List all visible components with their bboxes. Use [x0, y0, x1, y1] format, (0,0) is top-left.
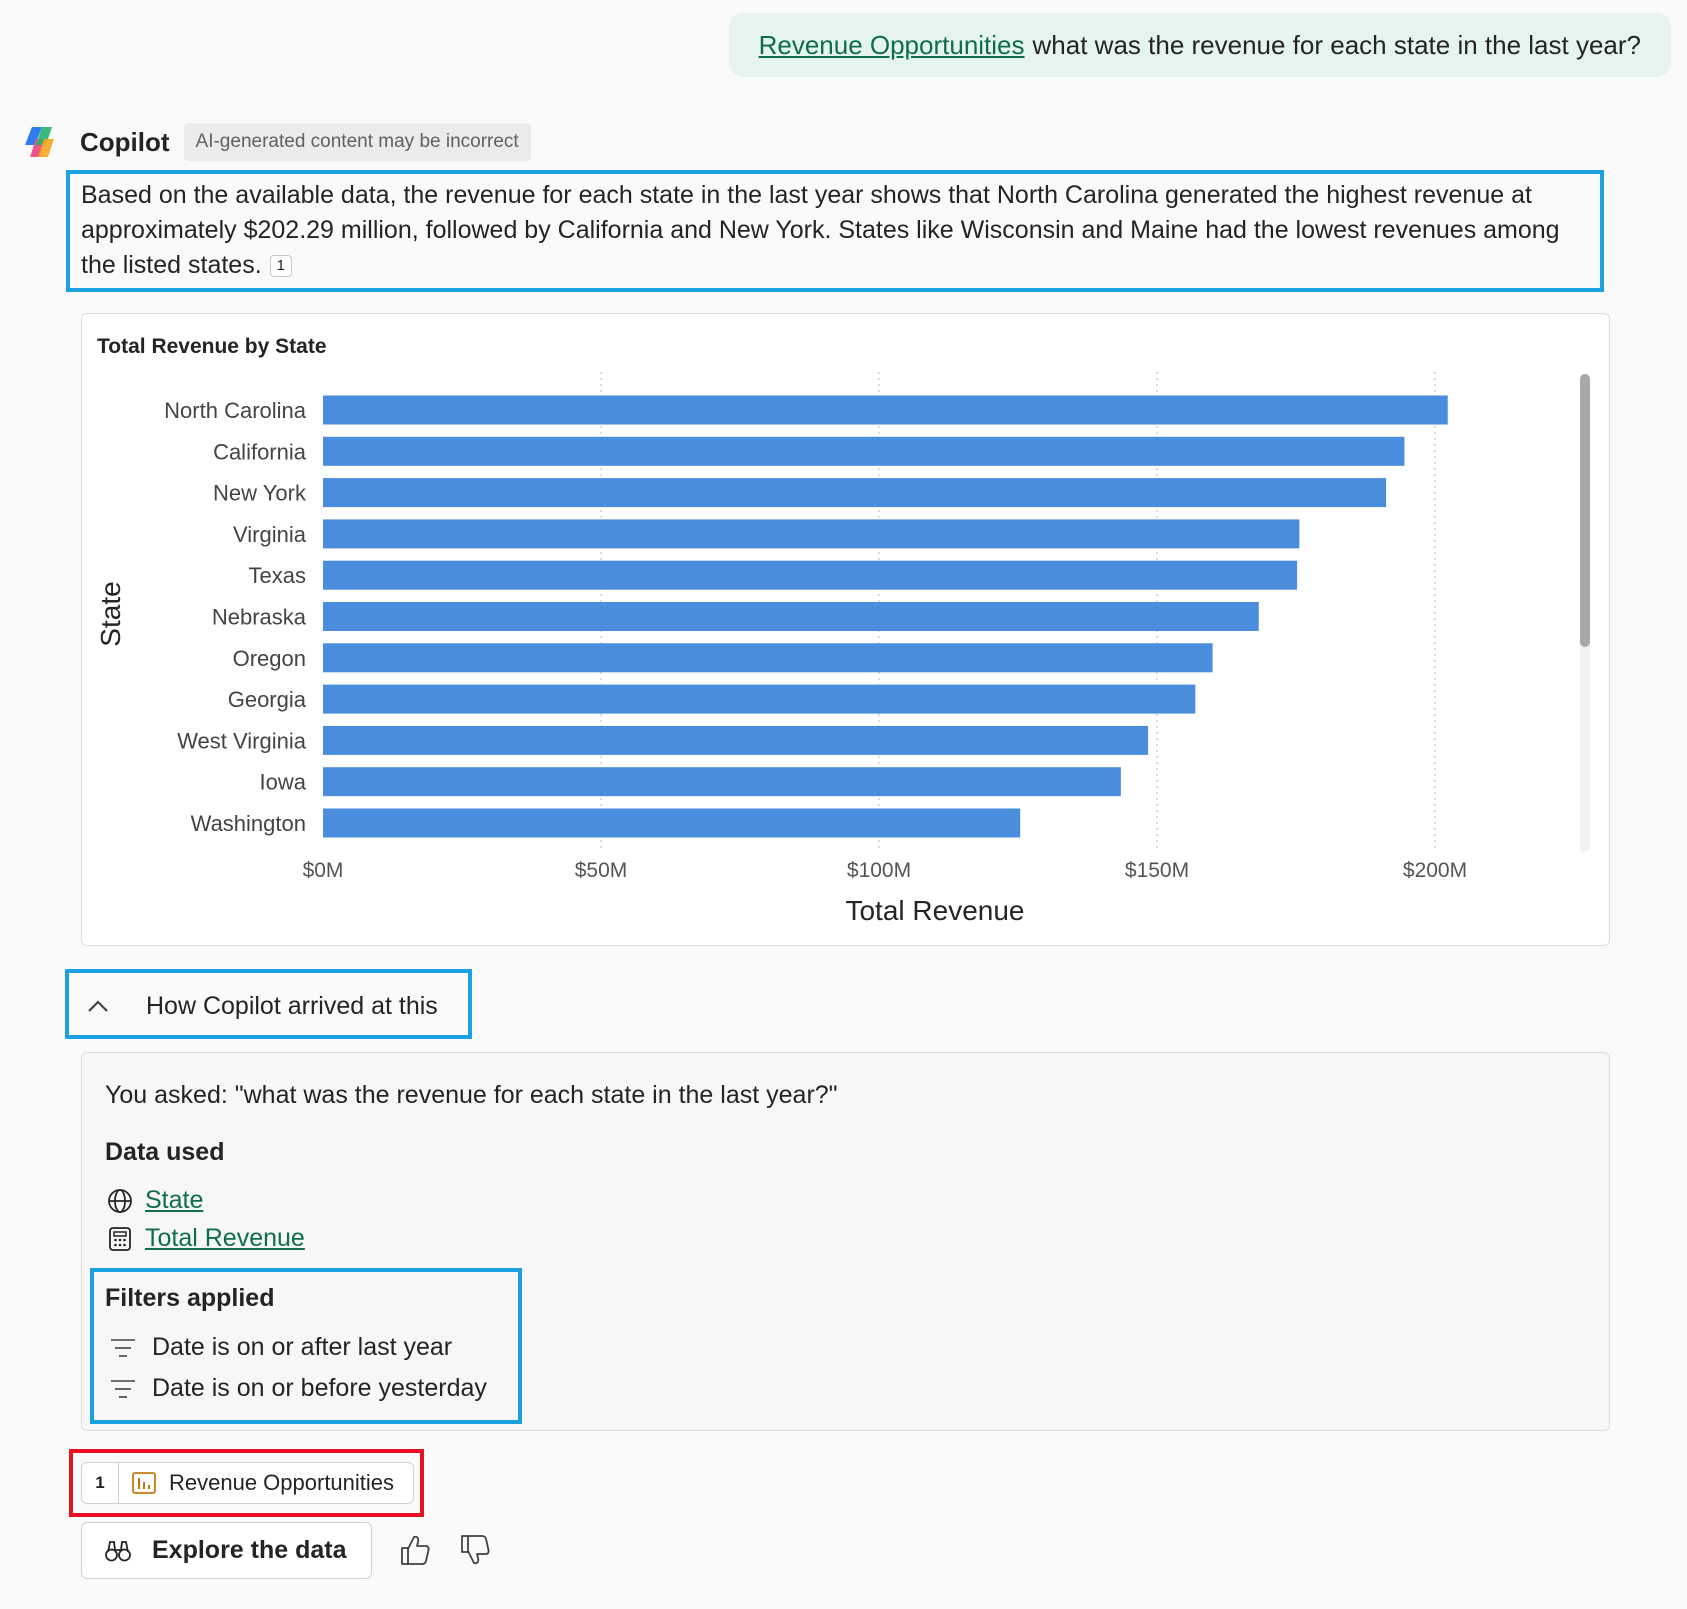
filter-lines-icon: [111, 1379, 135, 1398]
binoculars-icon: [105, 1540, 131, 1561]
calculator-icon: [109, 1226, 131, 1251]
explore-data-label: Explore the data: [152, 1536, 347, 1564]
ai-disclaimer-badge: AI-generated content may be incorrect: [183, 123, 531, 161]
report-icon: [132, 1472, 156, 1494]
data-used-item-state: State: [107, 1186, 203, 1215]
bar: [323, 478, 1387, 508]
user-message-bubble: Revenue Opportunities what was the reven…: [728, 13, 1671, 77]
how-toggle-highlight-box: [65, 969, 472, 1039]
bar: [323, 519, 1300, 549]
filters-applied-title: Filters applied: [105, 1284, 275, 1312]
citation-badge[interactable]: 1: [269, 255, 292, 277]
copilot-header: Copilot AI-generated content may be inco…: [20, 123, 531, 161]
user-message-text: what was the revenue for each state in t…: [1032, 29, 1641, 60]
details-card: You asked: "what was the revenue for eac…: [81, 1052, 1610, 1431]
how-copilot-toggle[interactable]: How Copilot arrived at this: [70, 975, 470, 1037]
chart-title: Total Revenue by State: [97, 335, 327, 358]
source-reference-chip[interactable]: 1 Revenue Opportunities: [81, 1462, 414, 1504]
y-tick-label: Nebraska: [212, 605, 307, 630]
source-number: 1: [82, 1463, 119, 1503]
x-tick-label: $100M: [847, 859, 911, 882]
y-tick-label: Iowa: [260, 770, 307, 795]
y-tick-label: California: [213, 439, 307, 464]
y-tick-label: Oregon: [233, 646, 306, 671]
bar: [323, 395, 1448, 425]
thumbs-up-icon[interactable]: [399, 1533, 431, 1567]
chart-card: Total Revenue by State North Carolina Cali…: [81, 313, 1610, 946]
data-used-item-total-revenue: Total Revenue: [107, 1224, 305, 1253]
bar: [323, 808, 1021, 838]
y-tick-label: Virginia: [233, 522, 307, 547]
x-tick-label: $0M: [303, 859, 344, 882]
y-tick-label: Washington: [191, 811, 306, 836]
answer-body: Based on the available data, the revenue…: [81, 181, 1560, 279]
filter-label: Date is on or before yesterday: [152, 1374, 487, 1402]
x-axis-title: Total Revenue: [845, 895, 1024, 926]
answer-text: Based on the available data, the revenue…: [81, 178, 1601, 283]
chevron-up-icon: [70, 999, 126, 1013]
chart-scrollbar[interactable]: [1580, 374, 1590, 852]
filters-highlight-box: [90, 1268, 522, 1424]
user-message-link[interactable]: Revenue Opportunities: [758, 29, 1025, 60]
bar: [323, 725, 1149, 755]
x-tick-label: $150M: [1125, 859, 1189, 882]
y-tick-label: Georgia: [228, 687, 307, 712]
data-used-link-state[interactable]: State: [145, 1186, 204, 1214]
answer-highlight-box: [66, 170, 1604, 292]
copilot-logo-icon: [25, 127, 54, 157]
y-tick-label: New York: [213, 481, 307, 506]
copilot-name: Copilot: [80, 126, 170, 157]
y-tick-label: Texas: [249, 563, 306, 588]
filter-item: Date is on or before yesterday: [110, 1374, 487, 1403]
bar: [323, 560, 1298, 590]
revenue-bar-chart: Total Revenue by State North Carolina Cali…: [95, 335, 1467, 926]
asked-question: You asked: "what was the revenue for eac…: [105, 1081, 838, 1109]
bar: [323, 767, 1121, 797]
bar: [323, 436, 1405, 466]
y-tick-label: North Carolina: [164, 398, 307, 423]
filter-lines-icon: [111, 1338, 135, 1357]
x-tick-label: $50M: [575, 859, 628, 882]
source-highlight-box: [69, 1449, 424, 1517]
x-tick-label: $200M: [1403, 859, 1467, 882]
chart-scrollbar-thumb[interactable]: [1580, 374, 1590, 647]
y-axis-title: State: [95, 581, 126, 646]
filter-label: Date is on or after last year: [152, 1333, 453, 1361]
y-tick-label: West Virginia: [177, 728, 307, 753]
globe-icon: [108, 1188, 132, 1213]
how-copilot-label: How Copilot arrived at this: [146, 991, 438, 1020]
data-used-title: Data used: [105, 1138, 225, 1166]
filter-item: Date is on or after last year: [110, 1333, 452, 1362]
thumbs-down-icon[interactable]: [459, 1533, 491, 1567]
bar: [323, 643, 1213, 673]
source-label: Revenue Opportunities: [169, 1470, 395, 1495]
bar: [323, 684, 1196, 714]
bar: [323, 602, 1259, 631]
explore-data-button[interactable]: Explore the data: [81, 1522, 372, 1579]
data-used-link-total-revenue[interactable]: Total Revenue: [145, 1224, 305, 1252]
